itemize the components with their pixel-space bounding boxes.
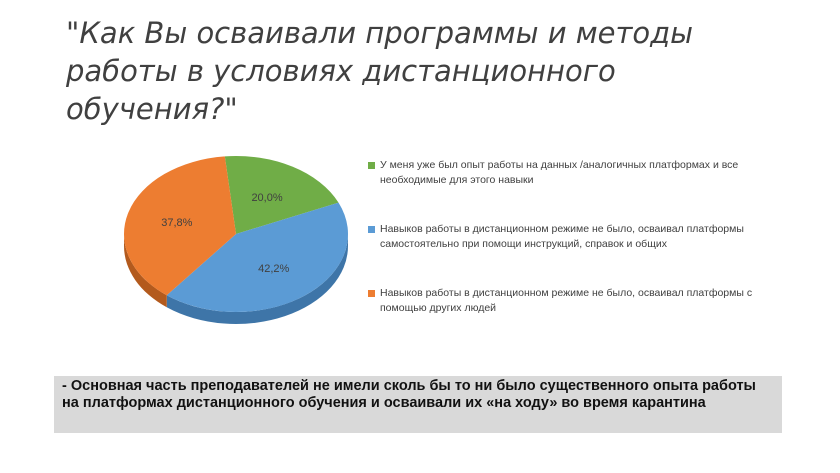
chart-legend: У меня уже был опыт работы на данных /ан…: [368, 158, 788, 350]
pie-slice-0: [224, 156, 339, 234]
pie-slice-side: [166, 234, 348, 324]
legend-item-learned-with-help: Навыков работы в дистанционном режиме не…: [368, 286, 788, 316]
legend-label: Навыков работы в дистанционном режиме не…: [380, 287, 753, 314]
pie-data-label-1: 42,2%: [258, 263, 289, 275]
legend-item-prior-experience: У меня уже был опыт работы на данных /ан…: [368, 158, 788, 188]
pie-data-label-0: 20,0%: [251, 192, 282, 204]
conclusion-note: - Основная часть преподавателей не имели…: [54, 376, 782, 433]
legend-swatch-green: [368, 162, 375, 169]
pie-chart: 20,0% 42,2% 37,8%: [124, 156, 348, 324]
legend-item-self-learned: Навыков работы в дистанционном режиме не…: [368, 222, 788, 252]
pie-slice-side: [124, 234, 167, 308]
legend-swatch-orange: [368, 290, 375, 297]
pie-slice-2: [124, 156, 236, 296]
pie-data-label-2: 37,8%: [161, 217, 192, 229]
legend-label: Навыков работы в дистанционном режиме не…: [380, 223, 744, 250]
pie-slice-1: [166, 202, 348, 312]
legend-label: У меня уже был опыт работы на данных /ан…: [380, 159, 739, 186]
legend-swatch-blue: [368, 226, 375, 233]
chart-title: "Как Вы осваивали программы и методы раб…: [66, 16, 694, 126]
